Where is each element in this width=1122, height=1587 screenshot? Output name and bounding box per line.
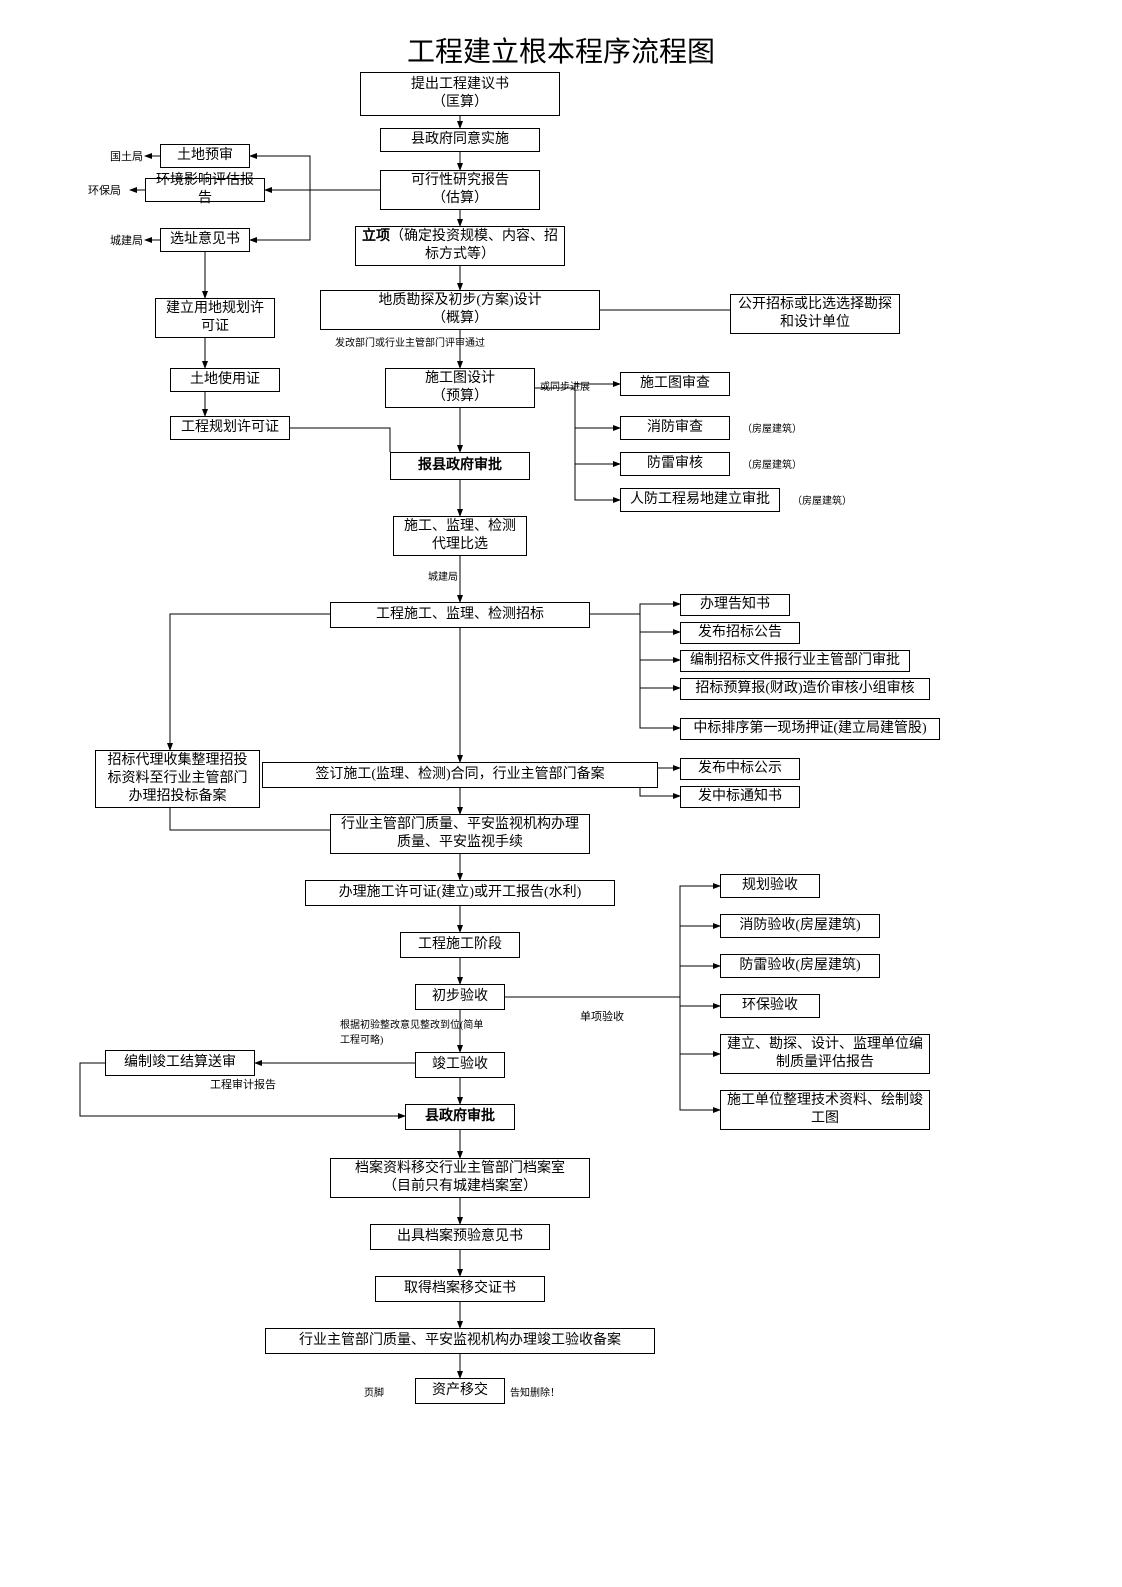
flowchart-node: 初步验收	[415, 984, 505, 1010]
flowchart-node: 出具档案预验意见书	[370, 1224, 550, 1250]
flowchart-node: 土地预审	[160, 144, 250, 168]
flowchart-node: 报县政府审批	[390, 452, 530, 480]
flowchart-node: 可行性研究报告（估算）	[380, 170, 540, 210]
flowchart-label: 根据初验整改意见整改到位(简单工程可略)	[340, 1016, 490, 1046]
flowchart-node: 防雷验收(房屋建筑)	[720, 954, 880, 978]
flowchart-node: 消防审查	[620, 416, 730, 440]
flowchart-node: 施工、监理、检测代理比选	[393, 516, 527, 556]
flowchart-node: 消防验收(房屋建筑)	[720, 914, 880, 938]
flowchart-node: 规划验收	[720, 874, 820, 898]
flowchart-node: 土地使用证	[170, 368, 280, 392]
flowchart-node: 招标预算报(财政)造价审核小组审核	[680, 678, 930, 700]
flowchart-node: 施工图设计（预算）	[385, 368, 535, 408]
flowchart-label: 告知删除！	[510, 1384, 560, 1399]
flowchart-node: 中标排序第一现场押证(建立局建管股)	[680, 718, 940, 740]
flowchart-node: 工程施工、监理、检测招标	[330, 602, 590, 628]
flowchart-node: 工程规划许可证	[170, 416, 290, 440]
flowchart-node: 施工单位整理技术资料、绘制竣工图	[720, 1090, 930, 1130]
flowchart-node: 行业主管部门质量、平安监视机构办理质量、平安监视手续	[330, 814, 590, 854]
flowchart-node: 发中标通知书	[680, 786, 800, 808]
flowchart-label: （房屋建筑）	[742, 456, 802, 471]
flowchart-node: 提出工程建议书（匡算）	[360, 72, 560, 116]
flowchart-node: 环保验收	[720, 994, 820, 1018]
flowchart-node: 办理告知书	[680, 594, 790, 616]
flowchart-label: 城建局	[428, 568, 458, 583]
flowchart-node: 县政府同意实施	[380, 128, 540, 152]
flowchart-node: 办理施工许可证(建立)或开工报告(水利)	[305, 880, 615, 906]
flowchart-label: （房屋建筑）	[742, 420, 802, 435]
flowchart-node: 签订施工(监理、检测)合同，行业主管部门备案	[262, 762, 658, 788]
flowchart-node: 地质勘探及初步(方案)设计（概算）	[320, 290, 600, 330]
flowchart-label: （房屋建筑）	[792, 492, 852, 507]
flowchart-node: 行业主管部门质量、平安监视机构办理竣工验收备案	[265, 1328, 655, 1354]
flowchart-node: 编制竣工结算送审	[105, 1050, 255, 1076]
flowchart-node: 竣工验收	[415, 1052, 505, 1078]
flowchart-label: 发改部门或行业主管部门评审通过	[335, 334, 485, 349]
flowchart-label: 环保局	[88, 182, 121, 198]
flowchart-node: 立项（确定投资规模、内容、招标方式等）	[355, 226, 565, 266]
flowchart-node: 公开招标或比选选择勘探和设计单位	[730, 294, 900, 334]
flowchart-title: 工程建立根本程序流程图	[0, 30, 1122, 70]
flowchart-label: 国土局	[110, 148, 143, 164]
flowchart-label: 工程审计报告	[210, 1076, 276, 1092]
flowchart-node: 招标代理收集整理招投标资料至行业主管部门办理招投标备案	[95, 750, 260, 808]
flowchart-label: 或同步进展	[540, 378, 590, 393]
flowchart-node: 施工图审查	[620, 372, 730, 396]
flowchart-node: 县政府审批	[405, 1104, 515, 1130]
flowchart-label: 单项验收	[580, 1008, 624, 1024]
flowchart-node: 人防工程易地建立审批	[620, 488, 780, 512]
flowchart-label: 城建局	[110, 232, 143, 248]
flowchart-node: 发布中标公示	[680, 758, 800, 780]
flowchart-node: 建立用地规划许可证	[155, 298, 275, 338]
flowchart-label: 页脚	[364, 1384, 384, 1399]
flowchart-node: 档案资料移交行业主管部门档案室（目前只有城建档案室）	[330, 1158, 590, 1198]
flowchart-node: 建立、勘探、设计、监理单位编制质量评估报告	[720, 1034, 930, 1074]
flowchart-node: 编制招标文件报行业主管部门审批	[680, 650, 910, 672]
flowchart-node: 工程施工阶段	[400, 932, 520, 958]
flowchart-node: 发布招标公告	[680, 622, 800, 644]
flowchart-node: 防雷审核	[620, 452, 730, 476]
flowchart-node: 环境影响评估报告	[145, 178, 265, 202]
flowchart-node: 资产移交	[415, 1378, 505, 1404]
flowchart-node: 选址意见书	[160, 228, 250, 252]
flowchart-node: 取得档案移交证书	[375, 1276, 545, 1302]
